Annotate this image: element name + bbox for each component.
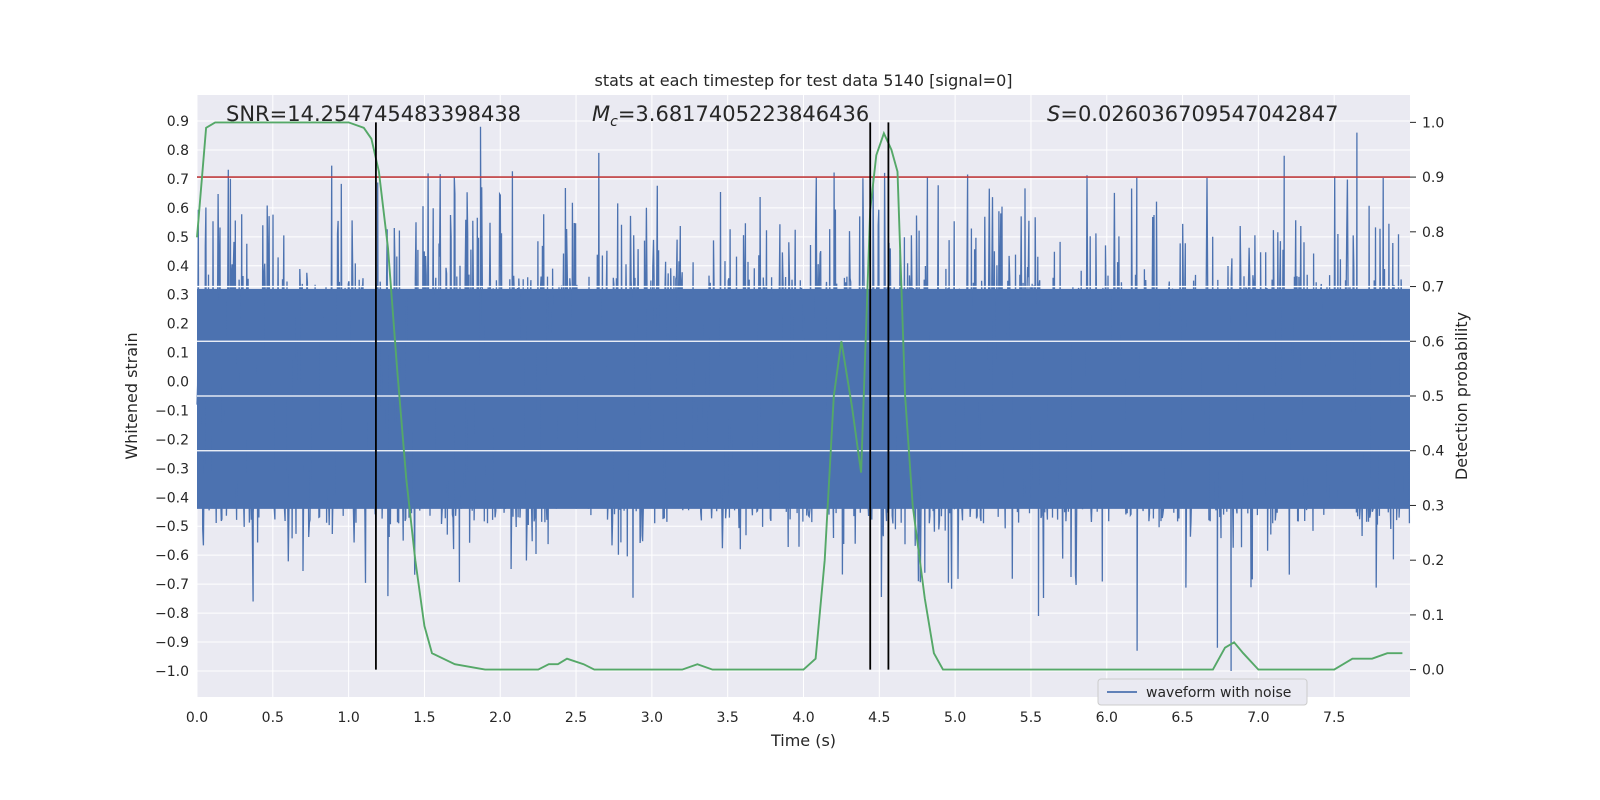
x-tick-label: 4.0 (792, 710, 814, 726)
s-value: =0.026036709547042847 (1060, 102, 1338, 126)
marker-lines (375, 122, 890, 670)
y-left-tick-label: −0.1 (155, 403, 189, 419)
y-left-tick-label: −0.8 (155, 606, 189, 622)
x-tick-label: 7.5 (1323, 710, 1345, 726)
y-left-tick-label: 0.3 (167, 288, 189, 304)
chirp-mass-value: =3.6817405223846436 (618, 102, 869, 126)
chart-title: stats at each timestep for test data 514… (594, 71, 1012, 90)
y-left-tick-label: −0.4 (155, 490, 189, 506)
y-right-tick-label: 0.6 (1422, 334, 1444, 350)
y-left-tick-label: 0.2 (167, 317, 189, 333)
y-left-tick-label: 0.4 (167, 259, 189, 275)
x-axis-label: Time (s) (770, 731, 836, 750)
y-right-tick-label: 0.2 (1422, 553, 1444, 569)
legend-box (1097, 678, 1308, 706)
y-right-tick-label: 0.0 (1422, 663, 1444, 679)
y-left-tick-label: 0.5 (167, 230, 189, 246)
x-axis-ticks: 0.0 0.5 1.0 1.5 2.0 2.5 3.0 3.5 4.0 4.5 5.0 5.5 6.0 6… (186, 710, 1345, 726)
y-left-tick-label: 0.0 (167, 375, 189, 391)
right-axis-grid (197, 176, 1410, 452)
y-left-tick-label: −0.3 (155, 461, 189, 477)
x-tick-label: 5.5 (1020, 710, 1042, 726)
y-right-tick-label: 0.1 (1422, 608, 1444, 624)
s-symbol: S (1047, 102, 1060, 126)
x-tick-label: 6.5 (1171, 710, 1193, 726)
y-axis-left-ticks: 0.9 0.8 0.7 0.6 0.5 0.4 0.3 0.2 0.1 0.0 −0.1 −0.2 −0… (155, 114, 189, 680)
x-tick-label: 3.0 (641, 710, 663, 726)
s-annotation: S=0.026036709547042847 (1047, 102, 1338, 126)
y-right-tick-label: 0.9 (1422, 170, 1444, 186)
y-left-tick-label: 0.8 (167, 143, 189, 159)
y-right-tick-label: 0.5 (1422, 389, 1444, 405)
x-tick-label: 2.5 (565, 710, 587, 726)
y-left-tick-label: −1.0 (155, 664, 189, 680)
chirp-mass-subscript: c (610, 114, 618, 130)
snr-annotation: SNR=14.254745483398438 (226, 102, 521, 126)
x-tick-label: 6.0 (1096, 710, 1118, 726)
y-left-tick-label: −0.2 (155, 432, 189, 448)
x-tick-label: 0.5 (262, 710, 284, 726)
x-tick-label: 1.5 (413, 710, 435, 726)
y-right-tick-label: 0.3 (1422, 498, 1444, 514)
detection-probability-line (196, 121, 1403, 671)
x-tick-label: 0.0 (186, 710, 208, 726)
y-left-tick-label: −0.5 (155, 519, 189, 535)
waveform-trace (196, 126, 1411, 672)
legend: waveform with noise (1097, 678, 1308, 706)
y-axis-right-label: Detection probability (1452, 312, 1471, 480)
chirp-mass-symbol: M (592, 102, 610, 126)
y-left-tick-label: −0.7 (155, 577, 189, 593)
y-right-tick-label: 0.4 (1422, 444, 1444, 460)
y-left-tick-label: 0.7 (167, 172, 189, 188)
x-tick-label: 7.0 (1247, 710, 1269, 726)
y-axis-right-ticks: 1.0 0.9 0.8 0.7 0.6 0.5 0.4 0.3 0.2 0.1 0.0 (1410, 115, 1444, 679)
x-tick-label: 1.0 (337, 710, 359, 726)
chirp-mass-annotation: Mc=3.6817405223846436 (592, 102, 869, 130)
y-right-tick-label: 0.8 (1422, 225, 1444, 241)
y-right-tick-label: 1.0 (1422, 115, 1444, 131)
y-axis-left-label: Whitened strain (122, 332, 141, 459)
y-left-tick-label: −0.9 (155, 635, 189, 651)
series-detection-probability (196, 121, 1403, 671)
y-left-tick-label: 0.9 (167, 114, 189, 130)
x-tick-label: 4.5 (868, 710, 890, 726)
x-tick-label: 3.5 (717, 710, 739, 726)
x-tick-label: 5.0 (944, 710, 966, 726)
legend-label: waveform with noise (1146, 685, 1291, 701)
y-left-tick-label: 0.1 (167, 346, 189, 362)
x-tick-label: 2.0 (489, 710, 511, 726)
y-left-tick-label: −0.6 (155, 548, 189, 564)
y-left-tick-label: 0.6 (167, 201, 189, 217)
y-right-tick-label: 0.7 (1422, 280, 1444, 296)
